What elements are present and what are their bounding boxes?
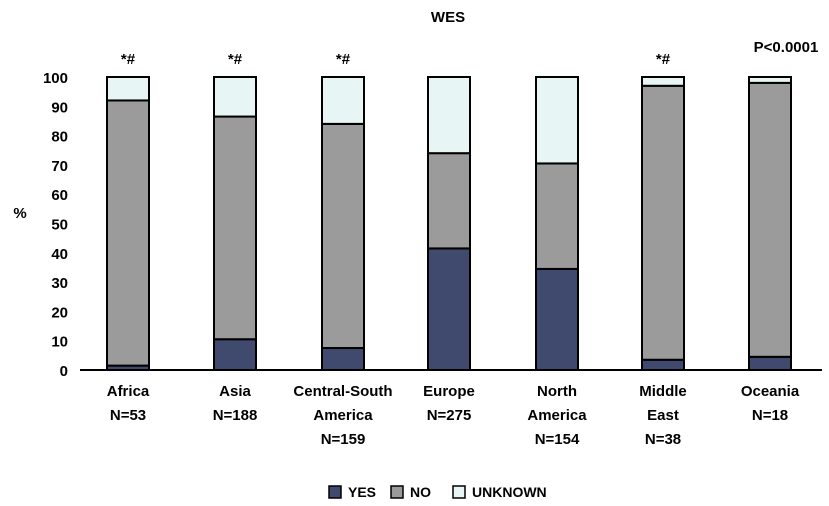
bar-segment-yes xyxy=(748,355,792,372)
x-tick-label: North xyxy=(537,383,577,400)
bar-segment-yes xyxy=(641,358,685,371)
p-value-annotation: P<0.0001 xyxy=(754,39,819,56)
bar-segment-yes xyxy=(535,267,579,372)
bar-segment-unknown xyxy=(535,76,579,165)
legend-label-yes: YES xyxy=(348,484,376,500)
bar-segment-no xyxy=(213,115,257,341)
chart-title: WES xyxy=(431,9,465,26)
x-tick-label: Central-South xyxy=(293,383,392,400)
bar-segment-unknown xyxy=(427,76,471,155)
y-axis-label: % xyxy=(13,205,26,222)
y-tick-label: 90 xyxy=(51,99,68,116)
x-tick-label: East xyxy=(647,407,679,424)
bar-segment-yes xyxy=(427,247,471,371)
bar-segment-no xyxy=(641,84,685,361)
x-tick-label: N=188 xyxy=(213,407,258,424)
y-tick-label: 40 xyxy=(51,246,68,263)
bar-annotation: *# xyxy=(656,51,671,68)
y-tick-label: 20 xyxy=(51,304,68,321)
bar-segment-unknown xyxy=(213,76,257,118)
bar-segment-yes xyxy=(213,338,257,371)
legend: YES NO UNKNOWN xyxy=(328,484,547,500)
y-tick-label: 80 xyxy=(51,129,68,146)
legend-swatch-yes xyxy=(328,485,342,499)
bar-segment-no xyxy=(427,152,471,250)
legend-label-no: NO xyxy=(410,484,431,500)
y-axis-ticks: 0 10 20 30 40 50 60 70 80 90 100 xyxy=(43,70,68,380)
bar-annotation: *# xyxy=(228,51,243,68)
bar-segment-no xyxy=(106,99,150,367)
x-tick-label: N=53 xyxy=(110,407,146,424)
x-axis-labels: Africa N=53 Asia N=188 Central-South America N… xyxy=(107,383,800,448)
x-tick-label: America xyxy=(313,407,373,424)
bar-segment-no xyxy=(748,81,792,358)
bar-annotation: *# xyxy=(336,51,351,68)
bar-segment-unknown xyxy=(321,76,365,125)
legend-swatch-no xyxy=(390,485,404,499)
x-tick-label: N=18 xyxy=(752,407,788,424)
y-tick-label: 30 xyxy=(51,275,68,292)
x-tick-label: America xyxy=(527,407,587,424)
bar-groups: *# *# *# *# xyxy=(106,51,792,372)
x-tick-label: Africa xyxy=(107,383,150,400)
y-tick-label: 100 xyxy=(43,70,68,87)
bar-annotation: *# xyxy=(121,51,136,68)
y-tick-label: 50 xyxy=(51,217,68,234)
y-tick-label: 10 xyxy=(51,334,68,351)
y-tick-label: 70 xyxy=(51,158,68,175)
x-tick-label: Oceania xyxy=(741,383,800,400)
y-tick-label: 60 xyxy=(51,187,68,204)
bar-segment-unknown xyxy=(748,76,792,84)
x-tick-label: N=154 xyxy=(535,431,580,448)
x-tick-label: N=38 xyxy=(645,431,681,448)
x-tick-label: Middle xyxy=(639,383,687,400)
bar-segment-no xyxy=(535,162,579,270)
y-tick-label: 0 xyxy=(60,363,68,380)
bar-segment-no xyxy=(321,122,365,350)
x-tick-label: N=275 xyxy=(427,407,472,424)
legend-swatch-unknown xyxy=(452,485,466,499)
x-tick-label: N=159 xyxy=(321,431,366,448)
bar-segment-unknown xyxy=(641,76,685,87)
x-tick-label: Asia xyxy=(219,383,251,400)
bar-segment-unknown xyxy=(106,76,150,102)
legend-label-unknown: UNKNOWN xyxy=(472,484,547,500)
x-tick-label: Europe xyxy=(423,383,475,400)
bar-segment-yes xyxy=(321,347,365,371)
